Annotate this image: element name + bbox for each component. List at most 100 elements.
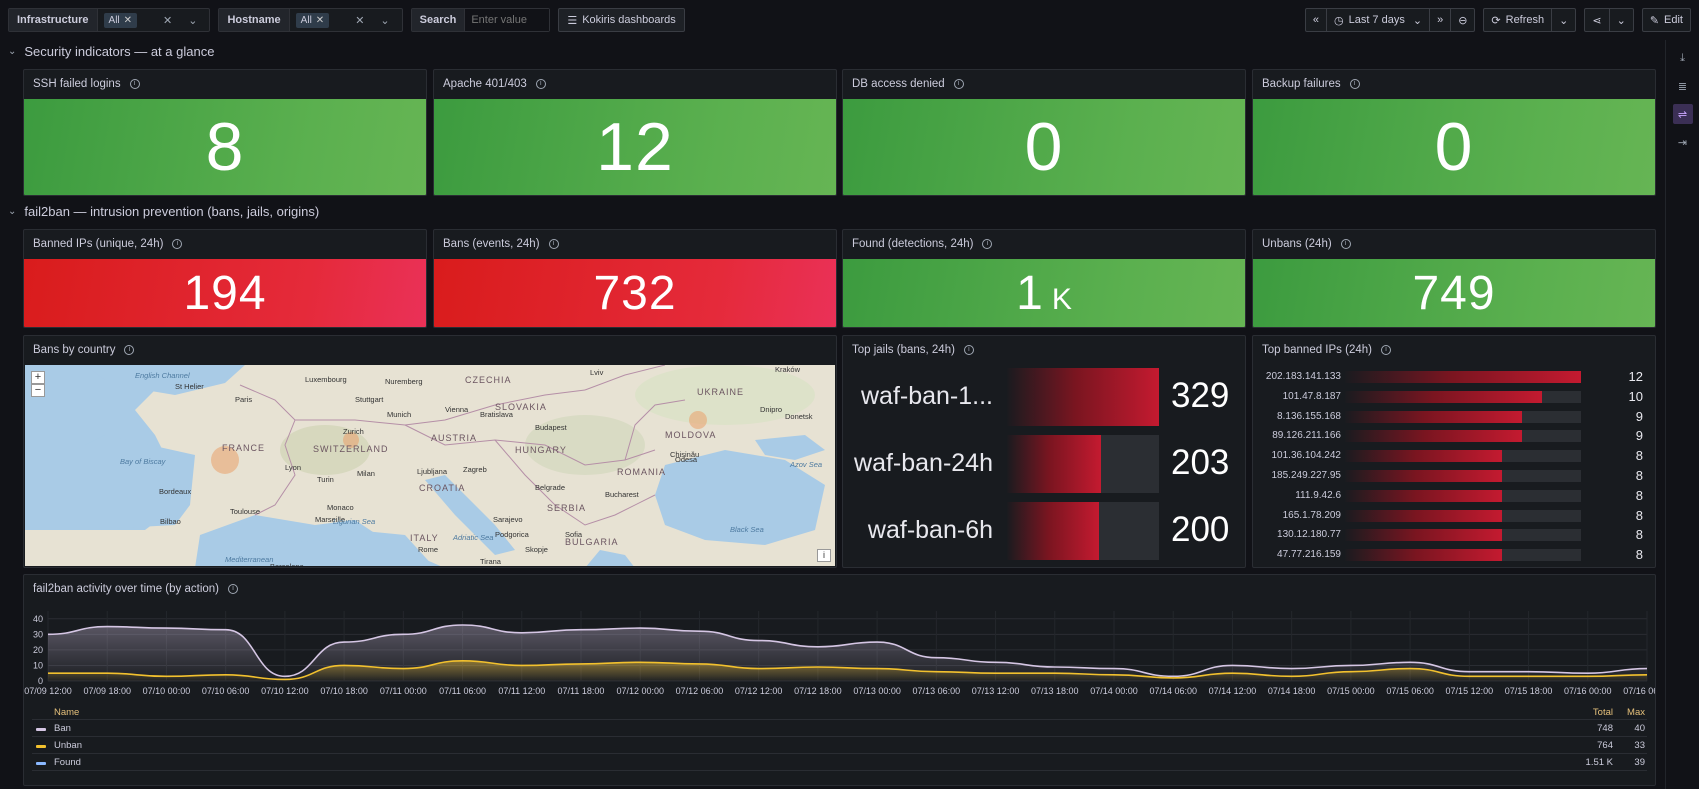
switzerland-marker[interactable] <box>343 432 359 448</box>
ip-row[interactable]: 111.9.42.6 8 <box>1261 487 1647 505</box>
jail-value: 200 <box>1171 510 1230 549</box>
search-input[interactable] <box>465 9 550 31</box>
map-label: Adriatic Sea <box>453 533 494 542</box>
map-canvas[interactable]: English Channel St Helier Paris FRANCE Bay o… <box>25 365 835 566</box>
save-icon[interactable]: ⤓ <box>1680 51 1685 64</box>
stat-panel-backup[interactable]: Backup failures i 0 <box>1252 69 1656 196</box>
carpathian-terrain <box>525 415 645 475</box>
map-panel[interactable]: Bans by country i <box>23 335 837 568</box>
info-icon[interactable]: i <box>1340 239 1351 249</box>
ip-row[interactable]: 8.136.155.168 9 <box>1261 408 1647 426</box>
info-icon[interactable]: i <box>548 239 559 249</box>
attribution-info-button[interactable]: i <box>817 549 831 562</box>
close-icon[interactable]: ✕ <box>123 14 133 26</box>
jail-bar[interactable] <box>1007 368 1159 426</box>
map-label: ITALY <box>410 533 439 543</box>
ip-row[interactable]: 130.12.180.77 8 <box>1261 526 1647 544</box>
var-infrastructure-chip[interactable]: All ✕ <box>103 12 138 28</box>
chevron-down-icon[interactable]: ⌄ <box>188 14 198 27</box>
outline-icon[interactable]: ≣ <box>1677 80 1688 93</box>
legend-max-header[interactable]: Max <box>1627 707 1645 718</box>
map-label: Black Sea <box>730 525 764 534</box>
var-hostname-chip[interactable]: All ✕ <box>295 12 330 28</box>
ip-row[interactable]: 185.249.227.95 8 <box>1261 467 1647 485</box>
close-icon[interactable]: ✕ <box>315 14 325 26</box>
zoom-out-button[interactable]: − <box>31 384 45 397</box>
edit-button[interactable]: ✎ Edit <box>1643 9 1690 31</box>
legend-name-header[interactable]: Name <box>54 707 80 718</box>
time-forward-icon[interactable]: » <box>1430 9 1452 31</box>
zoom-out-icon[interactable]: ⊖ <box>1458 14 1468 27</box>
dashboards-link-button[interactable]: ☰ Kokiris dashboards <box>558 8 685 32</box>
ip-row[interactable]: 165.1.78.209 8 <box>1261 507 1647 525</box>
panel-title: DB access denied <box>852 78 945 90</box>
ip-value: 12 <box>1628 369 1643 384</box>
var-search[interactable]: Search <box>410 8 551 32</box>
ip-row[interactable]: 89.126.211.166 9 <box>1261 427 1647 445</box>
var-hostname[interactable]: Hostname All ✕ ✕ ⌄ <box>218 8 403 32</box>
ukraine-marker[interactable] <box>689 411 707 429</box>
stat-panel-db[interactable]: DB access denied i 0 <box>842 69 1246 196</box>
timeseries-chart[interactable]: 0 10 20 30 40 07/09 12:00 07/09 18:00 07/10 00:… <box>24 601 1656 705</box>
stat-panel-apache[interactable]: Apache 401/403 i 12 <box>433 69 837 196</box>
row-fail2ban[interactable]: ⌄ fail2ban — intrusion prevention (bans,… <box>8 204 319 219</box>
map-label: ROMANIA <box>617 467 667 477</box>
info-icon[interactable]: i <box>953 79 964 89</box>
info-icon[interactable]: i <box>1380 345 1391 355</box>
legend-total-header[interactable]: Total <box>1592 707 1613 718</box>
clear-icon[interactable]: ✕ <box>355 14 365 27</box>
info-icon[interactable]: i <box>963 345 974 355</box>
info-icon[interactable]: i <box>228 584 238 594</box>
collapse-icon[interactable]: ⇥ <box>1677 136 1688 149</box>
stat-value: 732 <box>593 266 677 320</box>
legend-row[interactable]: Ban 748 40 <box>32 720 1647 737</box>
share-icon[interactable]: ⋖ <box>1585 9 1610 31</box>
ip-row[interactable]: 202.183.141.133 12 <box>1261 368 1647 386</box>
var-hostname-label: Hostname <box>219 9 290 31</box>
stat-panel-bans[interactable]: Bans (events, 24h) i 732 <box>433 229 837 328</box>
refresh-interval-dropdown[interactable]: ⌄ <box>1559 14 1569 27</box>
legend-row[interactable]: Unban 764 33 <box>32 737 1647 754</box>
biscay-water <box>85 435 195 530</box>
france-marker[interactable] <box>211 446 239 474</box>
stat-panel-banned-ips[interactable]: Banned IPs (unique, 24h) i 194 <box>23 229 427 328</box>
refresh-button[interactable]: ⟳ Refresh <box>1484 9 1553 31</box>
clear-icon[interactable]: ✕ <box>163 14 173 27</box>
time-back-icon[interactable]: « <box>1306 9 1327 31</box>
legend-row[interactable]: Found 1.51 K 39 <box>32 754 1647 771</box>
panel-title: Apache 401/403 <box>443 78 527 90</box>
stat-unit: K <box>1051 283 1072 316</box>
time-range-picker[interactable]: ◷ Last 7 days ⌄ <box>1327 9 1431 31</box>
activity-timeseries-panel[interactable]: fail2ban activity over time (by action) i… <box>23 574 1656 786</box>
zoom-in-button[interactable]: + <box>31 371 45 384</box>
ip-row[interactable]: 47.77.216.159 8 <box>1261 546 1647 564</box>
jail-bar[interactable] <box>1007 435 1101 493</box>
var-infrastructure[interactable]: Infrastructure All ✕ ✕ ⌄ <box>8 8 211 32</box>
row-security[interactable]: ⌄ Security indicators — at a glance <box>8 44 214 59</box>
top-ips-panel[interactable]: Top banned IPs (24h) i 202.183.141.133 12 1… <box>1252 335 1656 568</box>
map-label: Munich <box>387 410 412 419</box>
info-icon[interactable]: i <box>129 79 140 89</box>
map-label: Luxembourg <box>305 375 347 384</box>
info-icon[interactable]: i <box>535 79 546 89</box>
toggle-icon[interactable]: ⇌ <box>1672 104 1693 124</box>
ip-row[interactable]: 101.47.8.187 10 <box>1261 388 1647 406</box>
y-tick-label: 30 <box>33 629 43 639</box>
info-icon[interactable]: i <box>982 239 993 249</box>
ip-row[interactable]: 101.36.104.242 8 <box>1261 447 1647 465</box>
info-icon[interactable]: i <box>1349 79 1360 89</box>
top-jails-panel[interactable]: Top jails (bans, 24h) i waf-ban-1... 329 wa… <box>842 335 1246 568</box>
ip-value: 9 <box>1635 428 1643 444</box>
map-label: Budapest <box>535 423 567 432</box>
stat-panel-unbans[interactable]: Unbans (24h) i 749 <box>1252 229 1656 328</box>
info-icon[interactable]: i <box>124 345 135 355</box>
jail-bar[interactable] <box>1007 502 1100 560</box>
share-dropdown-icon[interactable]: ⌄ <box>1616 14 1626 27</box>
map-label: SERBIA <box>547 503 587 513</box>
info-icon[interactable]: i <box>172 239 183 249</box>
stat-panel-ssh[interactable]: SSH failed logins i 8 <box>23 69 427 196</box>
map-label: Bratislava <box>480 410 513 419</box>
edit-group: ✎ Edit <box>1641 8 1691 32</box>
chevron-down-icon[interactable]: ⌄ <box>380 14 390 27</box>
